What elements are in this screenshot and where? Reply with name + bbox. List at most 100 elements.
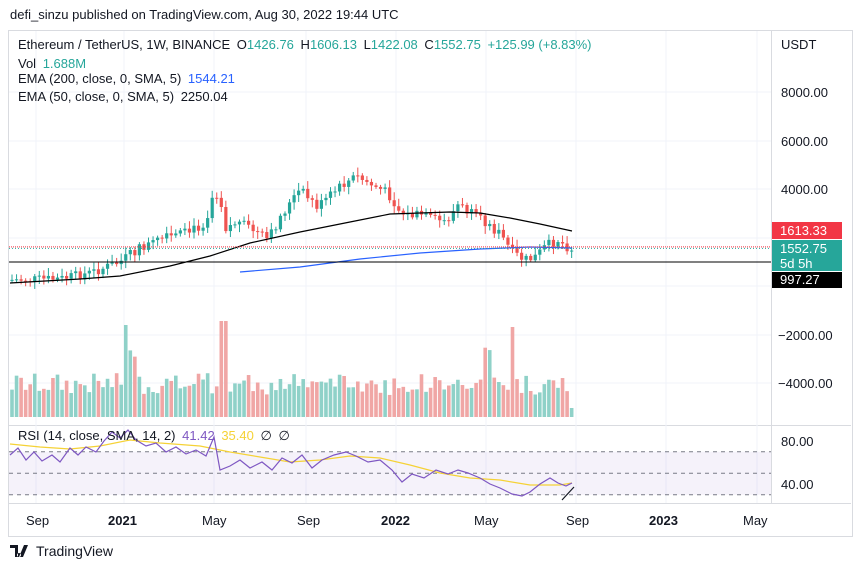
time-label-2023: 2023 <box>649 513 678 528</box>
candle-body <box>301 188 305 191</box>
volume-bar <box>164 378 169 417</box>
candle-body <box>215 197 219 199</box>
candle-body <box>315 199 319 209</box>
candle-body <box>224 207 228 232</box>
volume-bar <box>265 394 269 417</box>
candle-body <box>78 271 82 280</box>
candle-body <box>501 229 505 238</box>
volume-bar <box>55 374 60 417</box>
volume-bar <box>437 380 442 417</box>
volume-bar <box>92 373 96 417</box>
volume-bar <box>415 389 419 417</box>
trend-line-tool <box>561 486 575 501</box>
candle-body <box>483 215 487 227</box>
legend-ema200[interactable]: EMA (200, close, 0, SMA, 5) 1544.21 <box>18 71 238 86</box>
volume-bar <box>287 384 292 417</box>
close-label: C <box>424 37 434 52</box>
candle-body <box>256 231 260 233</box>
volume-bar <box>428 387 433 417</box>
volume-bar <box>392 378 396 417</box>
ema200-label: EMA (200, close, 0, SMA, 5) <box>18 71 182 86</box>
candle-body <box>74 271 78 274</box>
volume-bar <box>305 387 310 417</box>
candle-body <box>42 275 46 279</box>
candle-body <box>269 229 273 239</box>
volume-bar <box>528 390 533 417</box>
countdown-tag: 5d 5h <box>772 257 842 271</box>
rsi-pane-separator[interactable] <box>9 425 851 426</box>
candle-body <box>128 250 132 255</box>
time-label-may-2023: May <box>743 513 768 528</box>
candle-body <box>242 220 246 222</box>
volume-bar <box>155 393 160 417</box>
candle-body <box>456 204 460 212</box>
high-label: H <box>300 37 310 52</box>
candle-body <box>174 233 178 236</box>
candle-body <box>151 240 155 243</box>
legend-rsi[interactable]: RSI (14, close, SMA, 14, 2) 41.42 35.40 … <box>18 428 293 444</box>
rsi-extra-2: ∅ <box>278 428 290 443</box>
candle-body <box>297 190 301 196</box>
legend-ohlc[interactable]: Ethereum / TetherUS, 1W, BINANCE O1426.7… <box>18 37 595 52</box>
candle-body <box>529 255 533 261</box>
volume-bar <box>460 385 465 417</box>
time-label-sep-2022: Sep <box>566 513 590 528</box>
volume-bar <box>119 384 123 417</box>
candle-body <box>183 228 187 231</box>
volume-bar <box>83 385 87 417</box>
rsi-label: RSI (14, close, SMA, 14, 2) <box>18 428 176 443</box>
candle-body <box>228 225 232 232</box>
volume-bars <box>10 321 574 417</box>
volume-bar <box>510 327 515 417</box>
volume-bar <box>233 383 237 417</box>
candle-body <box>283 213 287 216</box>
volume-bar <box>506 389 510 417</box>
ema200-value: 1544.21 <box>187 71 235 86</box>
volume-bar <box>365 383 369 417</box>
open-value: 1426.76 <box>246 37 294 52</box>
volume-bar <box>565 391 569 417</box>
volume-bar <box>387 394 392 417</box>
volume-bar <box>237 383 242 417</box>
volume-bar <box>42 388 46 417</box>
volume-bar <box>260 389 265 417</box>
brand-name: TradingView <box>36 543 114 559</box>
candle-body <box>356 175 360 177</box>
candle-body <box>510 244 515 248</box>
volume-bar <box>492 377 497 417</box>
volume-bar <box>269 382 274 417</box>
candle-body <box>206 218 210 228</box>
volume-value: 1.688M <box>42 56 87 71</box>
brand-footer[interactable]: TradingView <box>10 543 113 559</box>
volume-bar <box>123 325 128 417</box>
volume-bar <box>497 382 501 417</box>
candle-body <box>219 197 223 208</box>
close-value: 1552.75 <box>433 37 481 52</box>
legend-ema50[interactable]: EMA (50, close, 0, SMA, 5) 2250.04 <box>18 89 231 104</box>
candle-body <box>424 212 428 215</box>
volume-bar <box>310 381 315 417</box>
volume-bar <box>283 388 287 417</box>
time-axis-separator <box>9 503 851 504</box>
low-value: 1422.08 <box>370 37 418 52</box>
candle-body <box>447 220 451 222</box>
ema50-value: 2250.04 <box>180 89 228 104</box>
volume-bar <box>346 387 351 417</box>
volume-bar <box>451 384 456 417</box>
volume-bar <box>378 392 383 417</box>
candle-body <box>547 239 551 246</box>
volume-bar <box>23 389 28 417</box>
volume-tick-4000: −4000.00 <box>778 376 833 391</box>
candle-body <box>497 229 501 234</box>
candle-body <box>429 212 433 215</box>
candle-body <box>328 191 333 198</box>
volume-bar <box>10 389 14 417</box>
legend-volume[interactable]: Vol 1.688M <box>18 56 89 71</box>
candle-body <box>87 270 91 274</box>
volume-bar <box>242 380 246 417</box>
candles <box>10 167 574 289</box>
volume-bar <box>110 387 114 417</box>
volume-bar <box>533 394 538 417</box>
open-label: O <box>236 37 247 52</box>
